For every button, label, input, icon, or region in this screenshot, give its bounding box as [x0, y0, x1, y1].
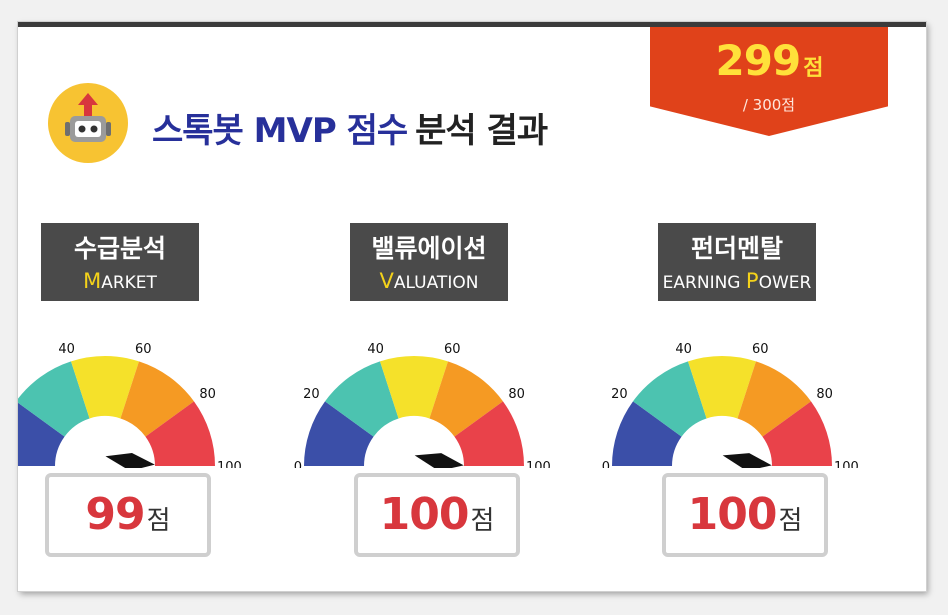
gauge-score-value: 100 [379, 489, 470, 540]
page-title: 스톡봇 MVP 점수 분석 결과 [152, 103, 548, 152]
total-score-value: 299 [715, 36, 802, 85]
gauge-3: 펀더멘탈 EARNING POWER 0 20 40 60 80 100 100점 [600, 223, 860, 568]
total-score-ribbon: 299 점 / 300점 [650, 27, 888, 136]
robot-icon [48, 83, 128, 163]
gauge-segment [18, 361, 90, 437]
gauge-segment [325, 361, 399, 437]
gauge-segment [737, 361, 811, 437]
gauge-tick-label: 60 [135, 342, 152, 357]
gauge-label-ko: 수급분석 [73, 234, 166, 263]
gauge-score-box: 100점 [662, 473, 828, 557]
gauge-tick-label: 60 [444, 342, 461, 357]
gauge-tick-label: 80 [508, 387, 525, 402]
gauge-segment [304, 401, 374, 466]
gauge-segment [454, 401, 524, 466]
gauge-score-unit: 점 [470, 506, 495, 536]
gauge-label-en-part: V [379, 269, 394, 293]
gauge-2: 밸류에이션 VALUATION 0 20 40 60 80 100 100점 [292, 223, 552, 568]
total-score: 299 점 [650, 36, 888, 85]
gauge-label-en-part: P [745, 269, 759, 293]
gauge-label-box: 밸류에이션 VALUATION [350, 223, 508, 301]
gauge-score-box: 99점 [45, 473, 211, 557]
gauge-tick-label: 40 [675, 342, 692, 357]
total-score-unit: 점 [803, 56, 823, 81]
gauge-tick-label: 100 [526, 460, 551, 468]
gauge-tick-label: 40 [367, 342, 384, 357]
gauge-segment [633, 361, 707, 437]
gauge-label-en-part: EARNING [662, 273, 746, 293]
gauge-segment [612, 401, 682, 466]
gauge-score-box: 100점 [354, 473, 520, 557]
total-score-max: / 300점 [742, 96, 796, 114]
gauge-label-en-part: M [83, 269, 102, 293]
gauge-tick-label: 40 [58, 342, 75, 357]
gauge-segment [71, 356, 139, 419]
gauge-score-value: 100 [687, 489, 778, 540]
gauge-segment [18, 402, 65, 466]
gauge-tick-label: 0 [602, 460, 610, 468]
gauge-needle [722, 453, 772, 468]
gauge-needle [414, 453, 464, 468]
gauge-baseline [18, 466, 217, 468]
gauge-label-ko: 밸류에이션 [371, 234, 487, 263]
gauge-segment [120, 361, 194, 437]
gauge-needle [105, 453, 155, 468]
gauge-baseline [610, 466, 834, 468]
gauge-label-box: 수급분석 MARKET [41, 223, 199, 301]
gauge-segment [429, 361, 503, 437]
gauge-tick-label: 0 [294, 460, 302, 468]
gauge-label-box: 펀더멘탈 EARNING POWER [658, 223, 816, 301]
gauge-tick-label: 20 [303, 387, 320, 402]
gauge-label-en-part: ARKET [101, 273, 157, 293]
gauge-label-en: VALUATION [350, 269, 508, 293]
gauge-label-en: MARKET [41, 269, 199, 293]
title-rest: 분석 결과 [415, 111, 548, 151]
title-highlight: 스톡봇 MVP 점수 [152, 111, 408, 151]
gauge-segment [762, 401, 832, 466]
gauge-tick-label: 80 [199, 387, 216, 402]
gauge-segment [688, 356, 756, 419]
gauge-segment [380, 356, 448, 419]
gauge-tick-label: 60 [752, 342, 769, 357]
gauge-tick-label: 100 [217, 460, 242, 468]
gauge-score-unit: 점 [778, 506, 803, 536]
gauge-baseline [302, 466, 526, 468]
gauge-label-ko: 펀더멘탈 [690, 234, 783, 263]
gauge-label-en-part: OWER [758, 273, 812, 293]
gauge-score-unit: 점 [146, 506, 171, 536]
gauge-label-en-part: ALUATION [393, 273, 479, 293]
gauge-score-value: 99 [85, 489, 145, 540]
gauge-tick-label: 100 [834, 460, 859, 468]
gauge-tick-label: 80 [816, 387, 833, 402]
gauge-label-en: EARNING POWER [658, 269, 816, 293]
gauge-1: 수급분석MARKET02040608010099점 [18, 223, 243, 568]
gauge-segment [145, 401, 215, 466]
gauge-dial: 0 20 40 60 80 100 [602, 342, 859, 468]
gauge-tick-label: 20 [611, 387, 628, 402]
gauge-dial: 0 20 40 60 80 100 [294, 342, 551, 468]
